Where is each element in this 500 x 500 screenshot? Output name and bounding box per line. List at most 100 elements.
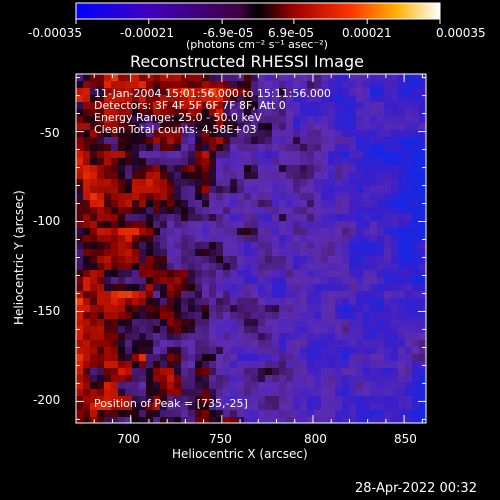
heatmap-cell bbox=[321, 172, 328, 179]
heatmap-cell bbox=[265, 116, 272, 123]
heatmap-cell bbox=[146, 403, 153, 410]
heatmap-cell bbox=[83, 151, 90, 158]
heatmap-cell bbox=[125, 249, 132, 256]
heatmap-cell bbox=[188, 312, 195, 319]
heatmap-cell bbox=[258, 256, 265, 263]
heatmap-cell bbox=[83, 74, 90, 81]
heatmap-cell bbox=[328, 123, 335, 130]
heatmap-cell bbox=[90, 207, 97, 214]
heatmap-cell bbox=[104, 375, 111, 382]
heatmap-cell bbox=[132, 361, 139, 368]
heatmap-cell bbox=[230, 172, 237, 179]
heatmap-cell bbox=[223, 319, 230, 326]
heatmap-cell bbox=[398, 340, 405, 347]
heatmap-cell bbox=[391, 200, 398, 207]
heatmap-cell bbox=[118, 340, 125, 347]
heatmap-cell bbox=[300, 207, 307, 214]
heatmap-cell bbox=[342, 396, 349, 403]
heatmap-cell bbox=[188, 137, 195, 144]
heatmap-cell bbox=[265, 214, 272, 221]
heatmap-cell bbox=[356, 88, 363, 95]
heatmap-cell bbox=[195, 319, 202, 326]
heatmap-cell bbox=[258, 193, 265, 200]
heatmap-cell bbox=[391, 186, 398, 193]
heatmap-cell bbox=[174, 214, 181, 221]
heatmap-cell bbox=[391, 277, 398, 284]
heatmap-cell bbox=[314, 235, 321, 242]
heatmap-cell bbox=[384, 361, 391, 368]
heatmap-cell bbox=[363, 81, 370, 88]
heatmap-cell bbox=[188, 347, 195, 354]
colorbar-tick-label: 0.00035 bbox=[436, 26, 486, 40]
heatmap-cell bbox=[230, 277, 237, 284]
heatmap-cell bbox=[125, 186, 132, 193]
heatmap-cell bbox=[97, 172, 104, 179]
heatmap-cell bbox=[293, 228, 300, 235]
heatmap-cell bbox=[419, 179, 426, 186]
heatmap-cell bbox=[398, 151, 405, 158]
heatmap-cell bbox=[293, 417, 300, 423]
heatmap-cell bbox=[307, 151, 314, 158]
heatmap-cell bbox=[97, 319, 104, 326]
heatmap-cell bbox=[223, 256, 230, 263]
heatmap-cell bbox=[272, 130, 279, 137]
x-tick-label: 850 bbox=[394, 432, 417, 446]
heatmap-cell bbox=[419, 312, 426, 319]
heatmap-cell bbox=[286, 158, 293, 165]
heatmap-cell bbox=[370, 354, 377, 361]
heatmap-cell bbox=[265, 242, 272, 249]
x-tick-label: 700 bbox=[117, 432, 140, 446]
heatmap-cell bbox=[139, 298, 146, 305]
heatmap-cell bbox=[244, 305, 251, 312]
heatmap-cell bbox=[370, 102, 377, 109]
heatmap-cell bbox=[111, 207, 118, 214]
heatmap-cell bbox=[237, 326, 244, 333]
heatmap-cell bbox=[412, 403, 419, 410]
heatmap-cell bbox=[300, 305, 307, 312]
heatmap-cell bbox=[335, 291, 342, 298]
heatmap-cell bbox=[83, 410, 90, 417]
heatmap-cell bbox=[76, 340, 83, 347]
heatmap-cell bbox=[335, 74, 342, 81]
heatmap-cell bbox=[181, 284, 188, 291]
heatmap-cell bbox=[272, 319, 279, 326]
heatmap-cell bbox=[286, 305, 293, 312]
heatmap-cell bbox=[300, 368, 307, 375]
heatmap-cell bbox=[111, 186, 118, 193]
heatmap-cell bbox=[153, 326, 160, 333]
heatmap-cell bbox=[230, 256, 237, 263]
heatmap-cell bbox=[342, 333, 349, 340]
heatmap-cell bbox=[97, 298, 104, 305]
heatmap-cell bbox=[321, 382, 328, 389]
heatmap-cell bbox=[76, 354, 83, 361]
heatmap-cell bbox=[265, 347, 272, 354]
heatmap-cell bbox=[202, 319, 209, 326]
heatmap-cell bbox=[391, 333, 398, 340]
heatmap-cell bbox=[188, 102, 195, 109]
heatmap-cell bbox=[363, 347, 370, 354]
heatmap-cell bbox=[328, 305, 335, 312]
heatmap-cell bbox=[398, 277, 405, 284]
heatmap-cell bbox=[202, 396, 209, 403]
heatmap-cell bbox=[377, 88, 384, 95]
heatmap-cell bbox=[314, 221, 321, 228]
heatmap-cell bbox=[237, 263, 244, 270]
heatmap-cell bbox=[342, 382, 349, 389]
heatmap-cell bbox=[76, 270, 83, 277]
heatmap-cell bbox=[118, 214, 125, 221]
heatmap-cell bbox=[342, 298, 349, 305]
heatmap-cell bbox=[181, 396, 188, 403]
heatmap-cell bbox=[83, 207, 90, 214]
heatmap-cell bbox=[209, 375, 216, 382]
heatmap-cell bbox=[244, 109, 251, 116]
heatmap-cell bbox=[111, 130, 118, 137]
heatmap-cell bbox=[104, 200, 111, 207]
heatmap-cell bbox=[90, 277, 97, 284]
heatmap-cell bbox=[160, 291, 167, 298]
heatmap-cell bbox=[272, 382, 279, 389]
heatmap-cell bbox=[188, 403, 195, 410]
heatmap-cell bbox=[237, 81, 244, 88]
heatmap-cell bbox=[251, 256, 258, 263]
heatmap-cell bbox=[209, 298, 216, 305]
heatmap-cell bbox=[335, 256, 342, 263]
